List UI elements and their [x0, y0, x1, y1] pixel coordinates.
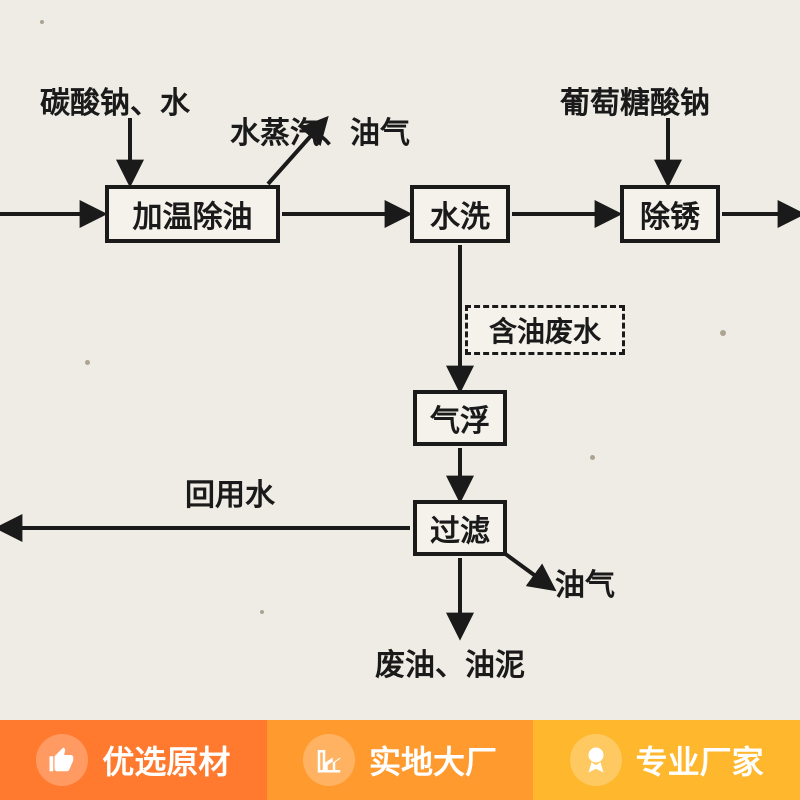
- speck: [260, 610, 264, 614]
- banner-cell-1: 优选原材: [0, 720, 267, 800]
- arrow: [500, 550, 552, 588]
- banner-cell-2: 实地大厂: [267, 720, 534, 800]
- banner-text: 实地大厂: [369, 737, 497, 783]
- promo-banner: 优选原材 实地大厂 专业厂家: [0, 720, 800, 800]
- node-label: 含油废水: [489, 310, 601, 350]
- node-derust: 除锈: [620, 185, 720, 243]
- speck: [720, 330, 726, 336]
- node-label: 除锈: [640, 192, 700, 236]
- node-label: 加温除油: [133, 192, 253, 236]
- node-heat-deoil: 加温除油: [105, 185, 280, 243]
- banner-cell-3: 专业厂家: [533, 720, 800, 800]
- speck: [40, 20, 44, 24]
- factory-icon: [303, 734, 355, 786]
- node-air-flotation: 气浮: [413, 390, 507, 446]
- node-label: 水洗: [430, 192, 490, 236]
- thumb-icon: [36, 734, 88, 786]
- node-wash: 水洗: [410, 185, 510, 243]
- node-label: 过滤: [430, 506, 490, 550]
- node-oily-wastewater: 含油废水: [465, 305, 625, 355]
- label-waste-oil-sludge: 废油、油泥: [375, 640, 525, 684]
- medal-icon: [570, 734, 622, 786]
- node-label: 气浮: [430, 396, 490, 440]
- diagram-stage: 加温除油 水洗 除锈 含油废水 气浮 过滤 碳酸钠、水 水蒸汽、油气 葡萄糖酸钠…: [0, 0, 800, 800]
- node-filter: 过滤: [413, 500, 507, 556]
- banner-text: 专业厂家: [636, 737, 764, 783]
- banner-text: 优选原材: [102, 737, 230, 783]
- speck: [85, 360, 90, 365]
- label-steam-oilgas: 水蒸汽、油气: [230, 108, 410, 152]
- label-oilgas: 油气: [555, 560, 615, 604]
- speck: [590, 455, 595, 460]
- label-reuse-water: 回用水: [185, 470, 275, 514]
- label-sodium-gluconate: 葡萄糖酸钠: [560, 78, 710, 122]
- label-sodium-carbonate-water: 碳酸钠、水: [40, 78, 190, 122]
